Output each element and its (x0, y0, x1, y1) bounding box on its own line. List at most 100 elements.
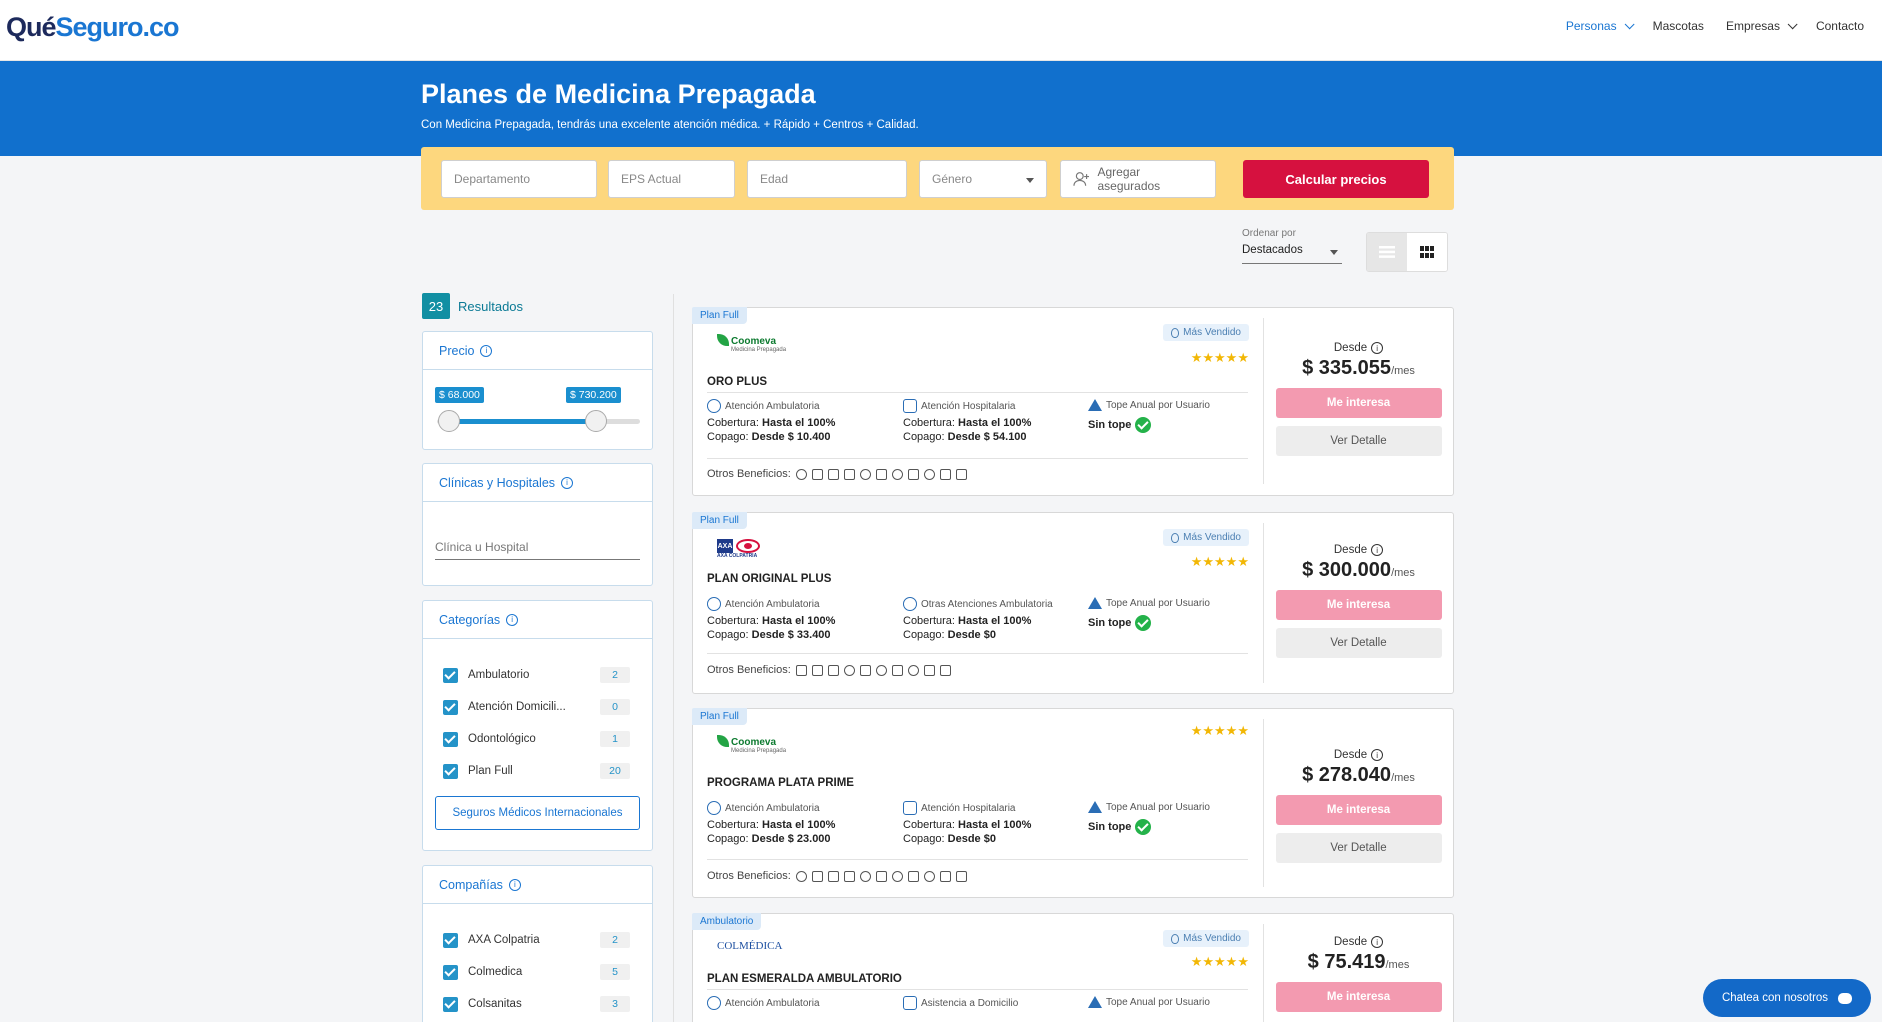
ver-detalle-button[interactable]: Ver Detalle (1275, 426, 1442, 456)
agregar-asegurados-button[interactable]: Agregar asegurados (1060, 160, 1216, 198)
clinicas-title-label: Clínicas y Hospitales (439, 475, 556, 490)
category-atencion-domiciliaria[interactable]: Atención Domicili... 0 (443, 697, 630, 717)
me-interesa-button[interactable]: Me interesa (1275, 388, 1442, 418)
grid-view-button[interactable] (1407, 233, 1447, 271)
ver-detalle-button[interactable]: Ver Detalle (1275, 833, 1442, 863)
info-icon: i (1371, 544, 1384, 556)
feature-ambulatoria: Atención Ambulatoria Cobertura: Hasta el… (707, 597, 835, 643)
list-view-button[interactable] (1367, 233, 1407, 271)
rating-stars: ★★★★★ (1190, 554, 1249, 569)
nav-empresas-label: Empresas (1725, 19, 1780, 33)
benefit-icon (923, 664, 935, 676)
eps-input[interactable]: EPS Actual (608, 160, 735, 198)
info-icon: i (1371, 749, 1384, 761)
price-max-handle[interactable] (585, 410, 607, 432)
me-interesa-button[interactable]: Me interesa (1275, 982, 1442, 1012)
chevron-down-icon (1624, 18, 1635, 29)
nav-contacto[interactable]: Contacto (1816, 19, 1864, 33)
ver-detalle-button[interactable]: Ver Detalle (1275, 628, 1442, 658)
feature-tope-anual: Tope Anual por Usuario Sin tope (1088, 597, 1210, 631)
nav-empresas[interactable]: Empresas (1725, 18, 1798, 33)
nav-personas[interactable]: Personas (1566, 18, 1635, 33)
mas-vendido-label: Más Vendido (1183, 532, 1241, 543)
desde-label: Desde (1333, 544, 1368, 556)
nav-mascotas[interactable]: Mascotas (1653, 19, 1704, 33)
genero-select[interactable]: Género (919, 160, 1047, 198)
calcular-precios-button[interactable]: Calcular precios (1243, 160, 1429, 198)
otros-beneficios-label: Otros Beneficios: (707, 468, 791, 480)
sort-select[interactable]: Destacados (1242, 244, 1342, 264)
feature-hospitalaria: Atención Hospitalaria Cobertura: Hasta e… (903, 399, 1031, 445)
benefit-icon (891, 870, 903, 882)
site-logo[interactable]: QuéSeguro.co (6, 12, 180, 43)
checkbox-checked[interactable] (443, 996, 458, 1012)
price-slider-range (449, 419, 598, 424)
category-ambulatorio[interactable]: Ambulatorio 2 (443, 665, 630, 685)
copago-value: Desde $ 33.400 (751, 629, 831, 641)
me-interesa-button[interactable]: Me interesa (1275, 590, 1442, 620)
company-count: 5 (600, 964, 630, 980)
sidebar-divider (673, 294, 674, 1022)
feature-title: Atención Ambulatoria (725, 997, 820, 1009)
info-icon: i (480, 344, 493, 357)
chat-button[interactable]: Chatea con nosotros (1703, 979, 1871, 1017)
category-plan-full[interactable]: Plan Full 20 (443, 761, 630, 781)
page-subtitle: Con Medicina Prepagada, tendrás una exce… (421, 119, 919, 131)
copago-value: Desde $ 10.400 (751, 431, 831, 443)
cobertura-label: Cobertura: (707, 819, 759, 831)
mas-vendido-label: Más Vendido (1183, 933, 1241, 944)
benefit-icon (827, 870, 839, 882)
companias-title-label: Compañías (439, 877, 503, 892)
cobertura-value: Hasta el 100% (762, 819, 836, 831)
checkbox-checked[interactable] (443, 699, 458, 715)
categorias-filter: Categorías i Ambulatorio 2 Atención Domici… (422, 600, 653, 851)
quote-form: Departamento EPS Actual Edad Género Agre… (421, 147, 1454, 210)
feature-divider (707, 653, 1248, 654)
checkbox-checked[interactable] (443, 763, 458, 779)
feature-asistencia-domicilio: Asistencia a Domicilio (903, 996, 1018, 1014)
doctor-icon (707, 996, 721, 1010)
categorias-title-label: Categorías (439, 612, 501, 627)
logo-seguro: Seguro (55, 12, 144, 42)
feature-divider (707, 458, 1248, 459)
company-colsanitas[interactable]: Colsanitas 3 (443, 994, 630, 1014)
grid-icon (1420, 246, 1434, 258)
copago-value: Desde $ 23.000 (751, 833, 831, 845)
benefit-icon (923, 870, 935, 882)
company-label: Colsanitas (468, 998, 522, 1010)
benefit-icon (891, 468, 903, 480)
departamento-input[interactable]: Departamento (441, 160, 597, 198)
feature-title: Asistencia a Domicilio (921, 997, 1019, 1009)
mas-vendido-badge: Más Vendido (1163, 930, 1249, 947)
hospital-bed-icon (903, 399, 917, 413)
hospital-bed-icon (903, 801, 917, 815)
seguros-internacionales-button[interactable]: Seguros Médicos Internacionales (435, 796, 640, 830)
agregar-asegurados-label: Agregar asegurados (1097, 165, 1161, 193)
precio-filter: Precio i $ 68.000 $ 730.200 (422, 331, 653, 450)
benefit-icon (891, 664, 903, 676)
tope-value: Sin tope (1088, 821, 1132, 833)
benefit-icon (955, 870, 967, 882)
price-min-handle[interactable] (438, 410, 460, 432)
plan-category-tag: Plan Full (692, 708, 747, 725)
plan-category-tag: Ambulatorio (692, 913, 762, 930)
edad-input[interactable]: Edad (747, 160, 907, 198)
mas-vendido-badge: Más Vendido (1163, 529, 1249, 546)
checkbox-checked[interactable] (443, 731, 458, 747)
benefit-icon (859, 664, 871, 676)
checkbox-checked[interactable] (443, 667, 458, 683)
top-navbar: QuéSeguro.co Personas Mascotas Empresas … (0, 0, 1882, 61)
company-colmedica[interactable]: Colmedica 5 (443, 962, 630, 982)
checkbox-checked[interactable] (443, 964, 458, 980)
company-label: AXA Colpatria (468, 934, 540, 946)
price-column: Desde i $ 300.000/mes Me interesa Ver Det… (1263, 523, 1453, 683)
category-odontologico[interactable]: Odontológico 1 (443, 729, 630, 749)
feature-title: Atención Ambulatoria (725, 802, 820, 814)
checkbox-checked[interactable] (443, 932, 458, 948)
chat-label: Chatea con nosotros (1721, 992, 1829, 1004)
clinica-search-input[interactable]: Clínica u Hospital (435, 536, 640, 560)
company-axa-colpatria[interactable]: AXA Colpatria 2 (443, 930, 630, 950)
benefit-icon (811, 468, 823, 480)
leaf-icon (717, 334, 729, 346)
me-interesa-button[interactable]: Me interesa (1275, 795, 1442, 825)
